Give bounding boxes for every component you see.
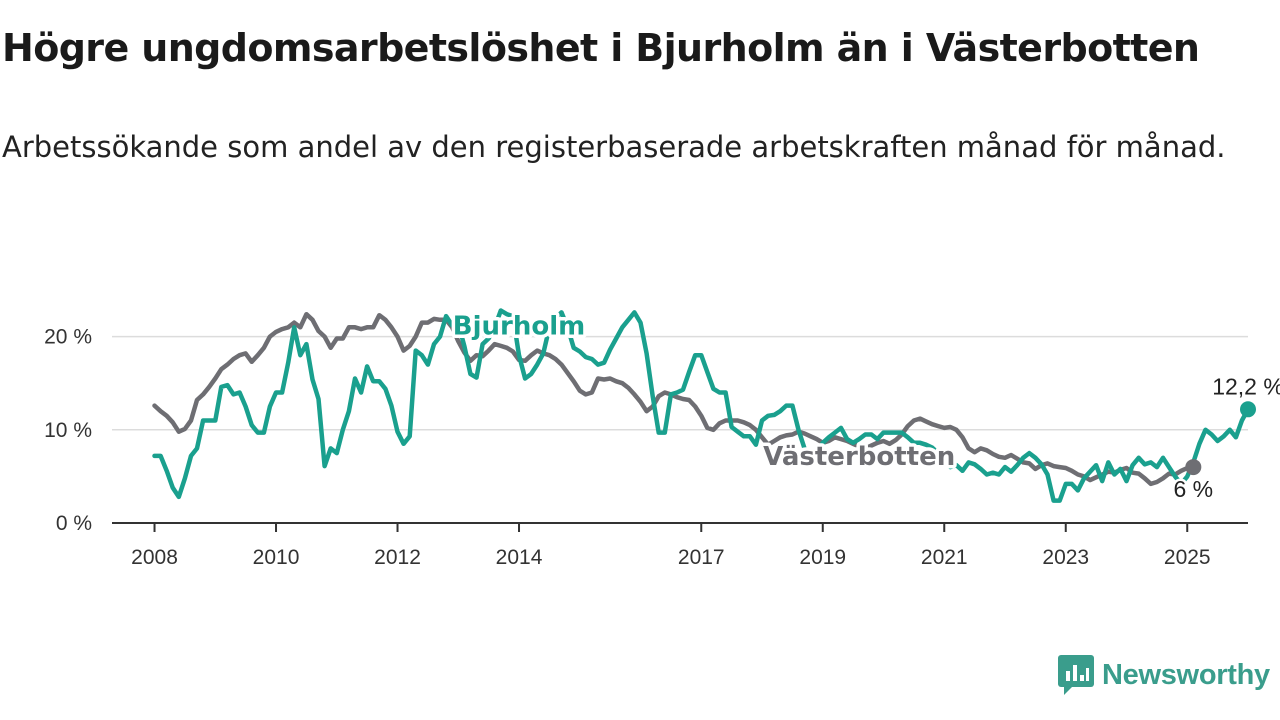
chart-subtitle: Arbetssökande som andel av den registerb…: [2, 130, 1226, 164]
end-marker-västerbotten: [1185, 459, 1202, 476]
x-tick-label: 2019: [799, 546, 846, 569]
newsworthy-logo-text: Newsworthy: [1102, 658, 1270, 691]
newsworthy-logo-icon: [1058, 655, 1094, 695]
y-tick-label: 10 %: [44, 419, 92, 442]
x-tick-label: 2021: [921, 546, 968, 569]
chart-title: Högre ungdomsarbetslöshet i Bjurholm än …: [2, 26, 1200, 70]
newsworthy-logo: Newsworthy: [1058, 654, 1270, 696]
series-line-bjurholm: [152, 308, 1251, 503]
series-label-bjurholm: Bjurholm: [453, 312, 585, 342]
x-tick-label: 2008: [131, 546, 178, 569]
end-label-vasterbotten: 6 %: [1174, 476, 1214, 502]
end-marker-bjurholm: [1240, 401, 1256, 418]
x-tick-label: 2025: [1164, 546, 1211, 569]
x-tick-label: 2012: [374, 546, 421, 569]
x-tick-label: 2010: [253, 546, 300, 569]
end-label-bjurholm: 12,2 %: [1212, 373, 1280, 399]
series-label-västerbotten: Västerbotten: [763, 442, 955, 472]
y-tick-label: 0 %: [56, 512, 92, 535]
x-tick-label: 2014: [496, 546, 543, 569]
x-tick-label: 2023: [1042, 546, 1089, 569]
x-tick-label: 2017: [678, 546, 725, 569]
y-tick-label: 20 %: [44, 326, 92, 349]
